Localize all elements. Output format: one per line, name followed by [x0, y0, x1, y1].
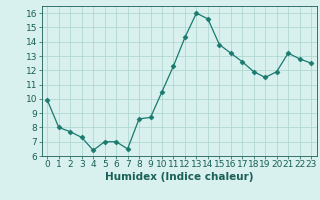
- X-axis label: Humidex (Indice chaleur): Humidex (Indice chaleur): [105, 172, 253, 182]
